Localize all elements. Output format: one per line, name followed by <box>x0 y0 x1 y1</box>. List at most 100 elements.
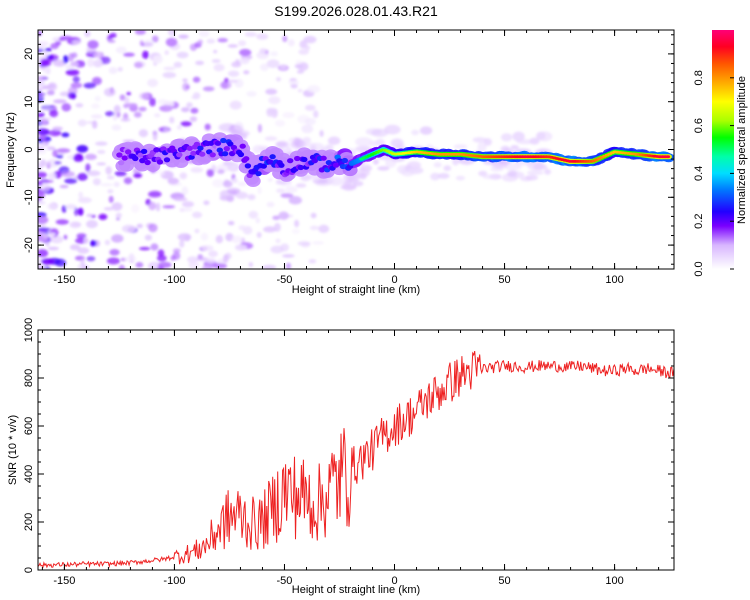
halo-blob <box>275 141 288 147</box>
noise-blob <box>231 235 243 244</box>
noise-blob <box>76 233 87 240</box>
noise-blob <box>165 37 178 47</box>
noise-blob <box>112 112 118 121</box>
noise-blob <box>77 263 88 269</box>
noise-blob <box>282 112 295 119</box>
noise-blob <box>111 234 124 243</box>
noise-blob <box>205 257 216 264</box>
noise-blob <box>50 43 59 50</box>
snr-x-tick-label: -100 <box>163 575 185 587</box>
noise-blob <box>312 241 325 245</box>
noise-blob <box>38 171 48 178</box>
noise-blob <box>64 178 78 184</box>
noise-blob <box>280 243 289 252</box>
noise-blob <box>73 154 84 162</box>
colorbar-ticks: 0.0 0.2 0.4 0.6 0.8 <box>693 70 734 277</box>
noise-blob <box>274 119 286 127</box>
ridge-mid <box>287 158 294 164</box>
halo-blob <box>234 121 244 131</box>
noise-blob <box>113 105 121 114</box>
noise-blob <box>303 35 317 44</box>
noise-blob <box>53 99 67 104</box>
noise-blob <box>54 161 62 165</box>
noise-blob <box>126 91 131 96</box>
noise-blob <box>213 263 228 269</box>
noise-blob <box>212 179 224 188</box>
noise-blob <box>276 77 281 82</box>
halo-blob <box>477 142 487 152</box>
noise-blob <box>77 119 87 127</box>
noise-blob <box>200 232 209 241</box>
ridge-mid <box>332 162 340 168</box>
noise-blob <box>133 111 142 118</box>
noise-blob <box>203 200 210 206</box>
noise-blob <box>167 177 179 185</box>
noise-blob <box>70 62 80 67</box>
noise-blob <box>275 238 281 244</box>
noise-blob <box>163 128 169 132</box>
noise-blob <box>38 76 48 81</box>
noise-blob <box>173 61 183 68</box>
noise-blob <box>48 172 57 180</box>
snr-y-tick-label: 400 <box>23 465 35 483</box>
spectrogram-y-label: Frequency (Hz) <box>5 112 17 188</box>
noise-blob <box>38 92 45 100</box>
noise-blob <box>157 266 164 269</box>
noise-blob <box>167 30 176 37</box>
noise-blob <box>224 77 229 83</box>
noise-blob <box>128 253 135 261</box>
halo-blob <box>295 138 304 148</box>
colorbar-tick-label: 0.0 <box>693 261 705 276</box>
noise-blob <box>143 39 154 48</box>
snr-y-tick-label: 1000 <box>23 318 35 342</box>
noise-blob <box>150 243 159 251</box>
noise-blob <box>83 237 89 244</box>
noise-blob <box>78 197 92 204</box>
noise-blob <box>55 219 69 225</box>
ridge-mid <box>239 143 246 149</box>
halo-blob <box>526 170 544 176</box>
halo-blob <box>536 131 553 142</box>
snr-x-ticks: -150 -100 -50 0 50 100 <box>41 330 660 587</box>
noise-blob <box>69 244 81 251</box>
noise-blob <box>274 222 281 232</box>
noise-blob <box>133 173 143 178</box>
snr-series-line <box>38 350 674 569</box>
noise-blob <box>197 254 203 260</box>
noise-blob <box>190 167 203 173</box>
noise-blob <box>111 124 122 131</box>
halo-blob <box>483 138 492 146</box>
noise-blob <box>38 111 45 118</box>
noise-blob <box>38 48 45 53</box>
noise-blob <box>115 212 122 218</box>
noise-blob <box>65 69 80 76</box>
halo-blob <box>247 194 256 201</box>
noise-blob <box>65 204 77 210</box>
noise-blob <box>52 126 63 131</box>
spectrogram-x-tick-label: 100 <box>605 274 623 286</box>
noise-blob <box>50 235 64 244</box>
noise-blob <box>165 105 173 109</box>
noise-blob <box>238 40 247 47</box>
ridge-mid <box>278 162 285 168</box>
halo-blob <box>443 165 452 172</box>
noise-blob <box>164 50 169 55</box>
noise-blob <box>310 212 317 219</box>
noise-blob <box>304 104 316 111</box>
noise-blob <box>103 207 114 211</box>
noise-blob <box>177 125 182 130</box>
noise-blob <box>152 55 163 64</box>
noise-blob <box>222 254 229 264</box>
noise-blob <box>280 193 294 198</box>
noise-blob <box>198 30 210 37</box>
noise-blob <box>86 213 93 218</box>
noise-blob <box>114 170 127 177</box>
noise-blob <box>201 265 213 269</box>
noise-blob <box>227 44 238 48</box>
noise-blob <box>227 187 241 194</box>
noise-blob <box>77 207 84 216</box>
noise-blob <box>170 255 176 261</box>
ridge-mid <box>140 148 148 154</box>
ridge-mid <box>197 145 204 151</box>
